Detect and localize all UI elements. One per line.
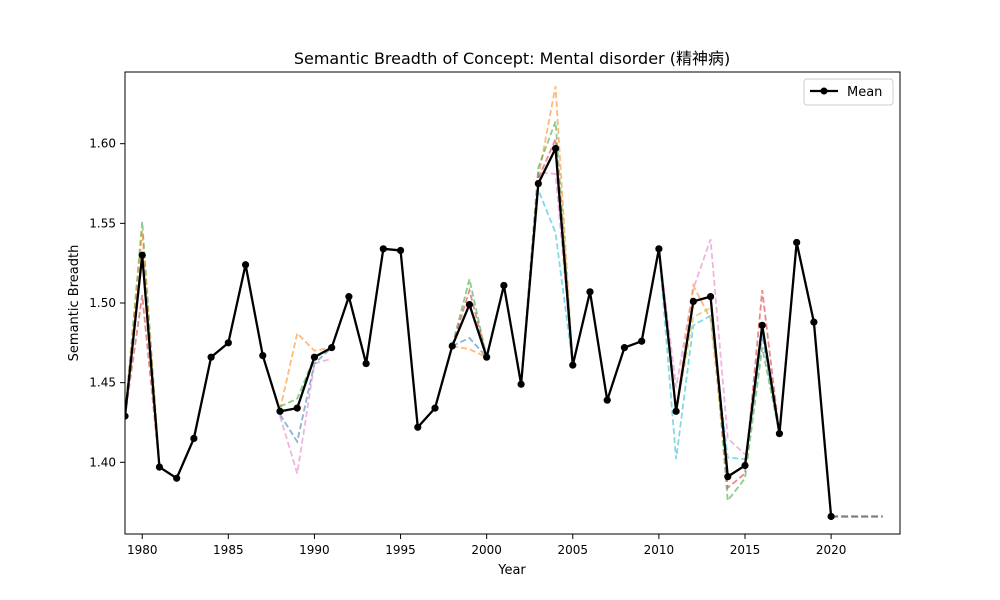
- data-point-1994: [379, 245, 387, 253]
- x-tick-label-1980: 1980: [127, 543, 158, 557]
- data-point-2019: [810, 318, 818, 326]
- series-line-variant-10: [451, 286, 488, 358]
- data-point-2000: [483, 353, 491, 361]
- x-tick-label-1995: 1995: [385, 543, 416, 557]
- data-point-1996: [414, 423, 422, 431]
- y-tick-label-1.6: 1.60: [89, 137, 116, 151]
- y-tick-label-1.45: 1.45: [89, 376, 116, 390]
- data-point-1991: [328, 344, 336, 352]
- data-point-2006: [586, 288, 594, 296]
- data-point-2011: [672, 407, 680, 415]
- data-point-1989: [293, 404, 301, 412]
- y-axis: 1.40 1.45 1.50 1.55 1.60: [89, 137, 125, 469]
- data-point-1984: [207, 353, 215, 361]
- series-line-variant-9: [451, 278, 488, 358]
- series-line-variant-7: [279, 357, 332, 474]
- series-line-mean: [125, 147, 833, 517]
- data-point-1982: [173, 474, 181, 482]
- data-point-1979: [125, 412, 129, 420]
- x-tick-label-1985: 1985: [213, 543, 244, 557]
- x-tick-label-1990: 1990: [299, 543, 330, 557]
- data-point-2004: [551, 144, 560, 153]
- x-tick-label-2015: 2015: [730, 543, 761, 557]
- data-point-1983: [190, 434, 198, 443]
- data-point-1981: [155, 463, 164, 471]
- series-line-variant-18: [657, 248, 746, 461]
- x-tick-label-2005: 2005: [558, 543, 589, 557]
- data-point-1998: [448, 342, 456, 350]
- data-point-1990: [310, 353, 319, 361]
- data-point-2012: [689, 297, 697, 306]
- data-point-2010: [655, 245, 663, 253]
- data-point-2020: [827, 512, 835, 521]
- data-point-1985: [224, 339, 232, 347]
- data-point-2013: [706, 293, 715, 301]
- series-line-variant-14: [520, 189, 574, 385]
- series-line-variant-5: [279, 331, 332, 410]
- data-point-1995: [396, 246, 405, 255]
- x-tick-label-2000: 2000: [471, 543, 502, 557]
- data-point-1993: [362, 359, 370, 368]
- legend-box: [803, 78, 894, 106]
- data-point-1999: [465, 300, 474, 309]
- legend: Mean: [803, 78, 894, 106]
- x-axis-label: Year: [497, 563, 526, 578]
- series-layer: [125, 86, 883, 521]
- y-axis-label: Semantic Breadth: [67, 245, 82, 362]
- data-point-1987: [259, 351, 267, 360]
- data-point-2014: [724, 473, 732, 481]
- data-point-2005: [569, 361, 577, 369]
- y-tick-label-1.4: 1.40: [89, 455, 116, 469]
- data-point-2016: [758, 321, 766, 329]
- x-axis: 1980 1985 1990 1995 2000 2005 2010 2015 2020: [127, 534, 846, 557]
- x-tick-label-2010: 2010: [644, 543, 675, 557]
- data-point-2008: [620, 344, 629, 352]
- data-point-2017: [775, 430, 784, 438]
- data-point-2001: [500, 281, 508, 290]
- data-point-1986: [241, 261, 250, 269]
- legend-marker-mean: [820, 87, 828, 95]
- data-point-1992: [345, 293, 353, 301]
- data-point-1997: [431, 404, 439, 412]
- data-point-2002: [517, 380, 525, 388]
- y-tick-label-1.5: 1.50: [89, 296, 116, 310]
- series-line-variant-11: [452, 345, 488, 358]
- series-line-variant-12: [451, 336, 488, 358]
- series-line-variant-19: [657, 238, 746, 456]
- data-point-2015: [741, 461, 749, 470]
- data-point-2009: [638, 337, 646, 345]
- chart-title: Semantic Breadth of Concept: Mental diso…: [294, 49, 730, 68]
- legend-label-mean: Mean: [847, 85, 882, 100]
- y-tick-label-1.55: 1.55: [89, 216, 116, 230]
- data-point-1980: [138, 251, 146, 259]
- x-tick-label-2020: 2020: [816, 543, 847, 557]
- data-point-2003: [534, 179, 542, 188]
- data-point-1988: [276, 407, 284, 415]
- data-point-2007: [603, 396, 611, 404]
- data-point-2018: [793, 238, 801, 247]
- series-line-variant-6: [279, 346, 333, 444]
